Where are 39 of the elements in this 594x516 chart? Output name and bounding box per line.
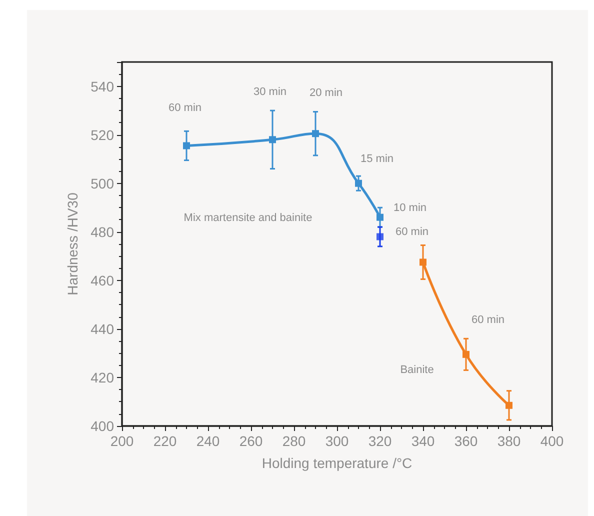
point — [462, 350, 470, 358]
x-tick-label: 400 — [540, 433, 564, 449]
point — [312, 130, 319, 138]
annotation: 15 min — [360, 153, 394, 165]
annotation: 20 min — [309, 87, 343, 99]
point — [269, 136, 276, 144]
x-tick-label: 340 — [411, 433, 435, 449]
y-tick-label: 440 — [90, 320, 114, 337]
point — [183, 142, 190, 150]
x-tick-label: 360 — [454, 433, 478, 449]
y-tick-label: 540 — [90, 78, 114, 94]
y-tick-label: 460 — [90, 272, 114, 288]
point — [376, 233, 384, 240]
annotation: 60 min — [395, 226, 429, 238]
x-axis-title: Holding temperature /°C — [262, 455, 412, 471]
x-tick-label: 260 — [239, 433, 263, 449]
point — [376, 214, 384, 221]
x-tick-label: 240 — [196, 433, 220, 449]
annotation: 10 min — [393, 202, 427, 214]
point — [355, 180, 362, 187]
annotation: 30 min — [253, 86, 287, 98]
y-axis-title: Hardness /HV30 — [64, 192, 81, 296]
x-tick-label: 280 — [282, 433, 306, 449]
x-tick-label: 380 — [497, 433, 521, 449]
y-tick-label: 480 — [90, 224, 114, 240]
point — [420, 258, 426, 266]
point — [506, 402, 512, 409]
annotation: 60 min — [168, 102, 202, 114]
y-tick-label: 520 — [90, 126, 114, 143]
annotation: Bainite — [400, 364, 434, 376]
x-tick-label: 300 — [325, 433, 349, 449]
x-tick-label: 220 — [153, 433, 177, 449]
y-tick-label: 500 — [90, 175, 114, 192]
x-tick-label: 320 — [368, 433, 392, 449]
y-tick-label: 400 — [90, 418, 114, 434]
x-tick-label: 200 — [110, 433, 134, 449]
annotation: Mix martensite and bainite — [184, 212, 312, 224]
y-tick-label: 420 — [90, 369, 114, 386]
annotation: 60 min — [471, 314, 505, 326]
